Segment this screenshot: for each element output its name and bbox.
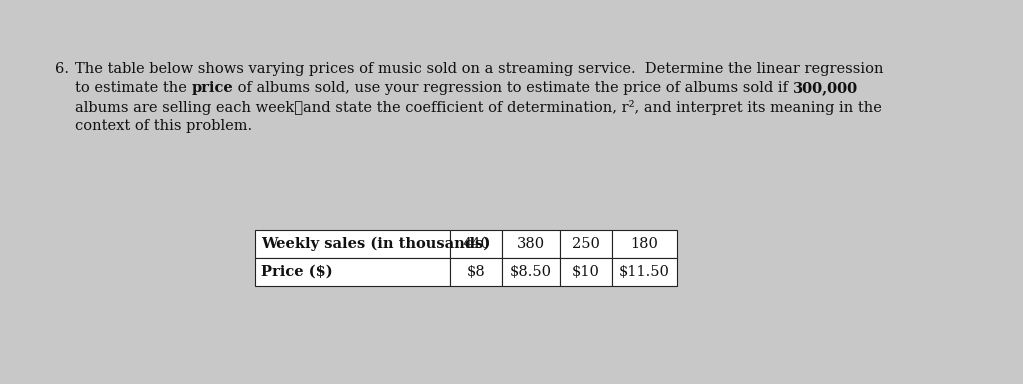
Text: 300,000: 300,000 bbox=[793, 81, 858, 95]
Text: $10: $10 bbox=[572, 265, 599, 279]
Bar bbox=[450, 258, 502, 286]
Text: 6.: 6. bbox=[55, 62, 69, 76]
Text: 180: 180 bbox=[630, 237, 659, 251]
Text: context of this problem.: context of this problem. bbox=[75, 119, 252, 133]
Bar bbox=[255, 258, 450, 286]
Text: The table below shows varying prices of music sold on a streaming service.  Dete: The table below shows varying prices of … bbox=[75, 62, 884, 76]
Text: Price ($): Price ($) bbox=[261, 265, 332, 279]
Bar bbox=[255, 230, 450, 258]
Text: Weekly sales (in thousands): Weekly sales (in thousands) bbox=[261, 237, 490, 251]
Text: 250: 250 bbox=[572, 237, 599, 251]
Bar bbox=[560, 258, 612, 286]
Bar bbox=[450, 230, 502, 258]
Bar bbox=[502, 258, 560, 286]
Bar bbox=[560, 230, 612, 258]
Text: albums are selling each week‿and state the coefficient of determination, r², and: albums are selling each week‿and state t… bbox=[75, 100, 882, 115]
Text: to estimate the: to estimate the bbox=[75, 81, 191, 95]
Text: $8.50: $8.50 bbox=[510, 265, 552, 279]
Text: 440: 440 bbox=[462, 237, 490, 251]
Text: $11.50: $11.50 bbox=[619, 265, 670, 279]
Bar bbox=[502, 230, 560, 258]
Bar bbox=[612, 230, 677, 258]
Text: price: price bbox=[191, 81, 233, 95]
Text: of albums sold, use your regression to estimate the price of albums sold if: of albums sold, use your regression to e… bbox=[233, 81, 793, 95]
Text: 380: 380 bbox=[517, 237, 545, 251]
Bar bbox=[612, 258, 677, 286]
Text: $8: $8 bbox=[466, 265, 485, 279]
